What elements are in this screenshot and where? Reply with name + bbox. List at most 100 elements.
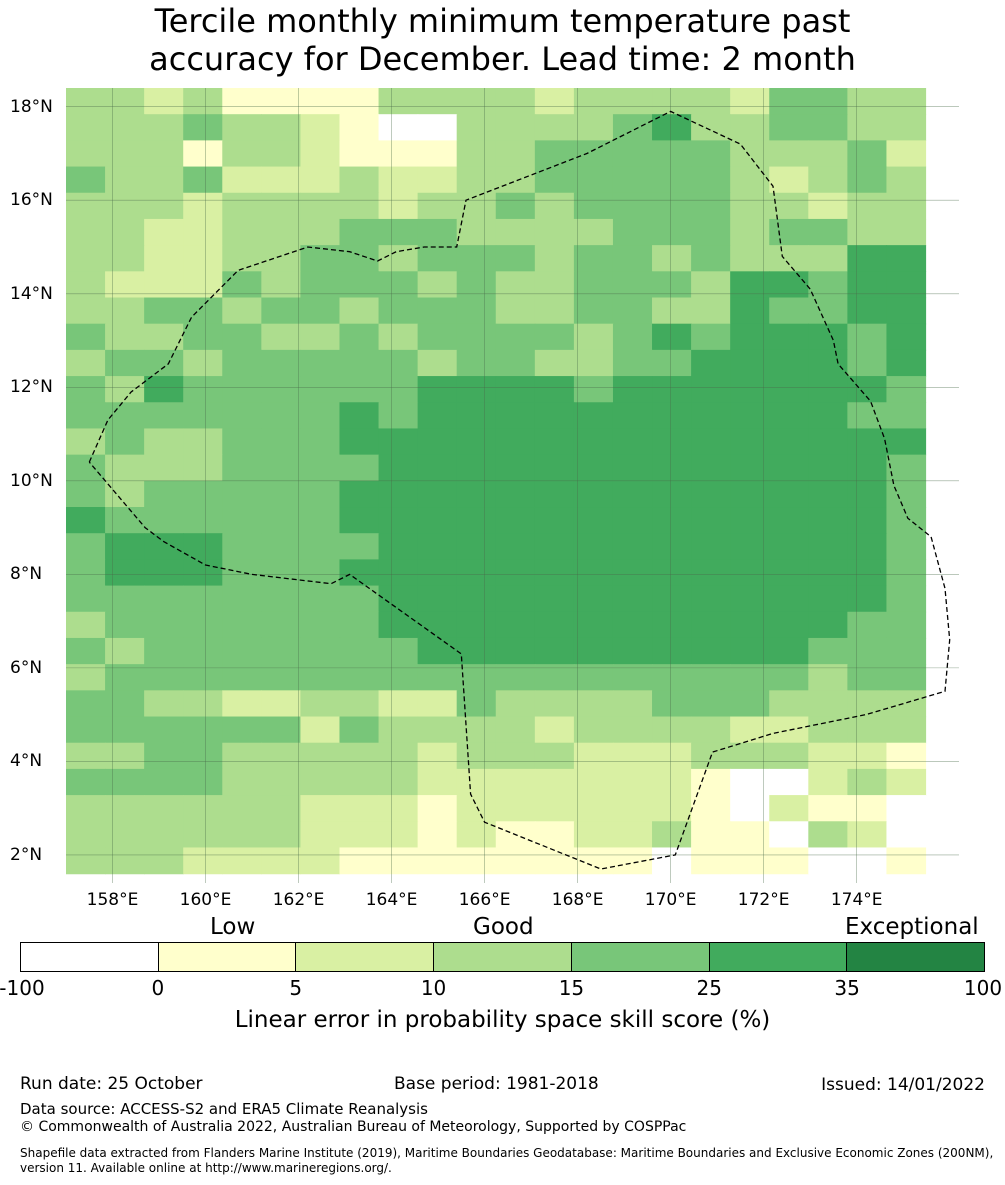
grid-cell: [495, 88, 536, 115]
title-line-1: Tercile monthly minimum temperature past: [154, 2, 851, 40]
grid-cell: [612, 637, 653, 665]
grid-cell: [339, 637, 380, 665]
grid-cell: [261, 454, 302, 482]
grid-cell: [144, 585, 184, 613]
grid-cell: [378, 140, 419, 168]
grid-cell: [691, 480, 731, 508]
grid-cell: [769, 349, 809, 377]
grid-cell: [66, 847, 106, 875]
grid-cell: [652, 480, 692, 508]
grid-cell: [886, 88, 927, 115]
grid-cell: [66, 480, 106, 508]
lon-tick-label: 160°E: [179, 890, 232, 910]
grid-cell: [652, 218, 692, 246]
grid-cell: [769, 114, 809, 141]
grid-cell: [105, 271, 145, 299]
grid-cell: [769, 637, 809, 665]
grid-cell: [808, 402, 848, 430]
grid-cell: [534, 271, 575, 299]
lat-tick-label: 18°N: [10, 96, 53, 117]
grid-cell: [417, 140, 458, 168]
grid-cell: [612, 507, 653, 534]
lat-tick-label: 12°N: [10, 377, 53, 398]
grid-cell: [339, 559, 380, 587]
grid-cell: [339, 376, 380, 403]
grid-cell: [769, 480, 809, 508]
grid-cell: [886, 507, 927, 534]
grid-cell: [612, 166, 653, 194]
grid-cell: [886, 323, 927, 351]
data-source: Data source: ACCESS-S2 and ERA5 Climate …: [20, 1100, 428, 1118]
grid-cell: [808, 192, 848, 220]
grid-cell: [691, 690, 731, 718]
grid-cell: [66, 192, 106, 220]
colorbar-label: Linear error in probability space skill …: [234, 1007, 771, 1033]
grid-cell: [183, 349, 223, 377]
grid-cell: [339, 795, 380, 822]
category-exceptional: Exceptional: [845, 914, 979, 940]
grid-cell: [300, 376, 341, 403]
grid-cell: [417, 637, 458, 665]
grid-cell: [534, 821, 575, 849]
skill-grid: [66, 88, 927, 875]
grid-cell: [652, 88, 692, 115]
grid-cell: [691, 507, 731, 534]
grid-cell: [417, 376, 458, 403]
grid-cell: [534, 768, 575, 796]
grid-cell: [886, 140, 927, 168]
grid-cell: [730, 402, 770, 430]
grid-cell: [261, 218, 302, 246]
grid-cell: [769, 88, 809, 115]
grid-cell: [456, 297, 497, 325]
grid-cell: [300, 507, 341, 534]
grid-cell: [691, 428, 731, 456]
grid-cell: [847, 664, 888, 691]
grid-cell: [808, 166, 848, 194]
grid-cell: [691, 192, 731, 220]
grid-cell: [847, 297, 888, 325]
grid-cell: [652, 271, 692, 299]
lat-tick-label: 16°N: [10, 190, 53, 211]
grid-cell: [183, 166, 223, 194]
grid-cell: [769, 323, 809, 351]
grid-cell: [222, 323, 262, 351]
grid-cell: [691, 166, 731, 194]
grid-cell: [417, 559, 458, 587]
grid-cell: [808, 114, 848, 141]
grid-cell: [378, 821, 419, 849]
grid-cell: [730, 480, 770, 508]
grid-cell: [534, 507, 575, 534]
grid-cell: [456, 245, 497, 272]
grid-cell: [222, 795, 262, 822]
grid-cell: [808, 664, 848, 691]
grid-cell: [808, 690, 848, 718]
grid-cell: [144, 507, 184, 534]
grid-cell: [886, 454, 927, 482]
grid-cell: [417, 323, 458, 351]
grid-cell: [456, 140, 497, 168]
grid-cell: [417, 245, 458, 272]
grid-cell: [300, 690, 341, 718]
grid-cell: [769, 742, 809, 770]
grid-cell: [105, 192, 145, 220]
grid-cell: [495, 637, 536, 665]
grid-cell: [66, 690, 106, 718]
grid-cell: [730, 716, 770, 744]
grid-cell: [300, 349, 341, 377]
grid-cell: [847, 245, 888, 272]
grid-cell: [378, 88, 419, 115]
grid-cell: [808, 637, 848, 665]
grid-cell: [417, 507, 458, 534]
grid-cell: [691, 245, 731, 272]
grid-cell: [222, 585, 262, 613]
grid-cell: [886, 795, 927, 822]
grid-cell: [339, 611, 380, 639]
grid-cell: [534, 297, 575, 325]
grid-cell: [456, 507, 497, 534]
grid-cell: [222, 716, 262, 744]
grid-cell: [847, 140, 888, 168]
grid-cell: [847, 454, 888, 482]
grid-cell: [66, 323, 106, 351]
grid-cell: [183, 192, 223, 220]
grid-cell: [886, 611, 927, 639]
